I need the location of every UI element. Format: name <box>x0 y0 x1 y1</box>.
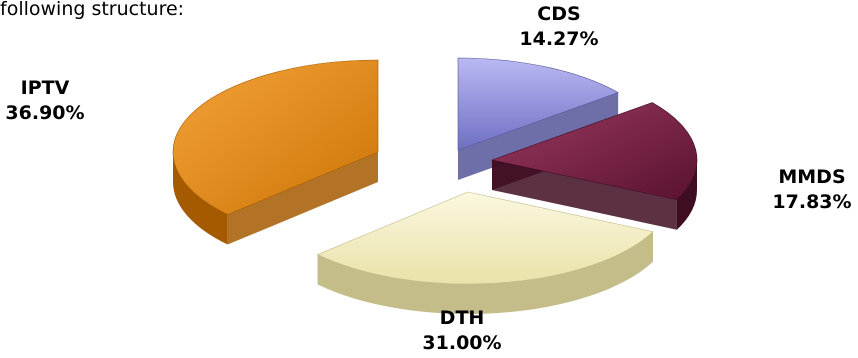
slice-percent-iptv: 36.90% <box>5 102 84 124</box>
slice-percent-dth: 31.00% <box>422 332 501 354</box>
pie-slice-wall <box>492 160 677 230</box>
slice-percent-cds: 14.27% <box>519 28 598 50</box>
slice-label-iptv: IPTV <box>21 77 70 99</box>
slice-label-dth: DTH <box>440 307 485 329</box>
pie-slice-top <box>172 59 379 215</box>
intro-text: following structure: <box>0 0 185 20</box>
pie-slice-dth <box>316 191 654 314</box>
pie-slice-iptv <box>172 59 379 245</box>
pie-slice-top <box>316 191 654 285</box>
pie-slice-wall <box>227 152 378 245</box>
slice-percent-mmds: 17.83% <box>772 191 851 213</box>
pie-slice-side <box>317 231 653 314</box>
pie-slice-top <box>490 102 698 201</box>
slice-label-mmds: MMDS <box>778 166 845 188</box>
pie-slice-top <box>457 57 619 151</box>
pie-slice-side <box>676 160 697 230</box>
slice-label-cds: CDS <box>537 3 580 25</box>
pie-slice-mmds <box>490 102 698 230</box>
